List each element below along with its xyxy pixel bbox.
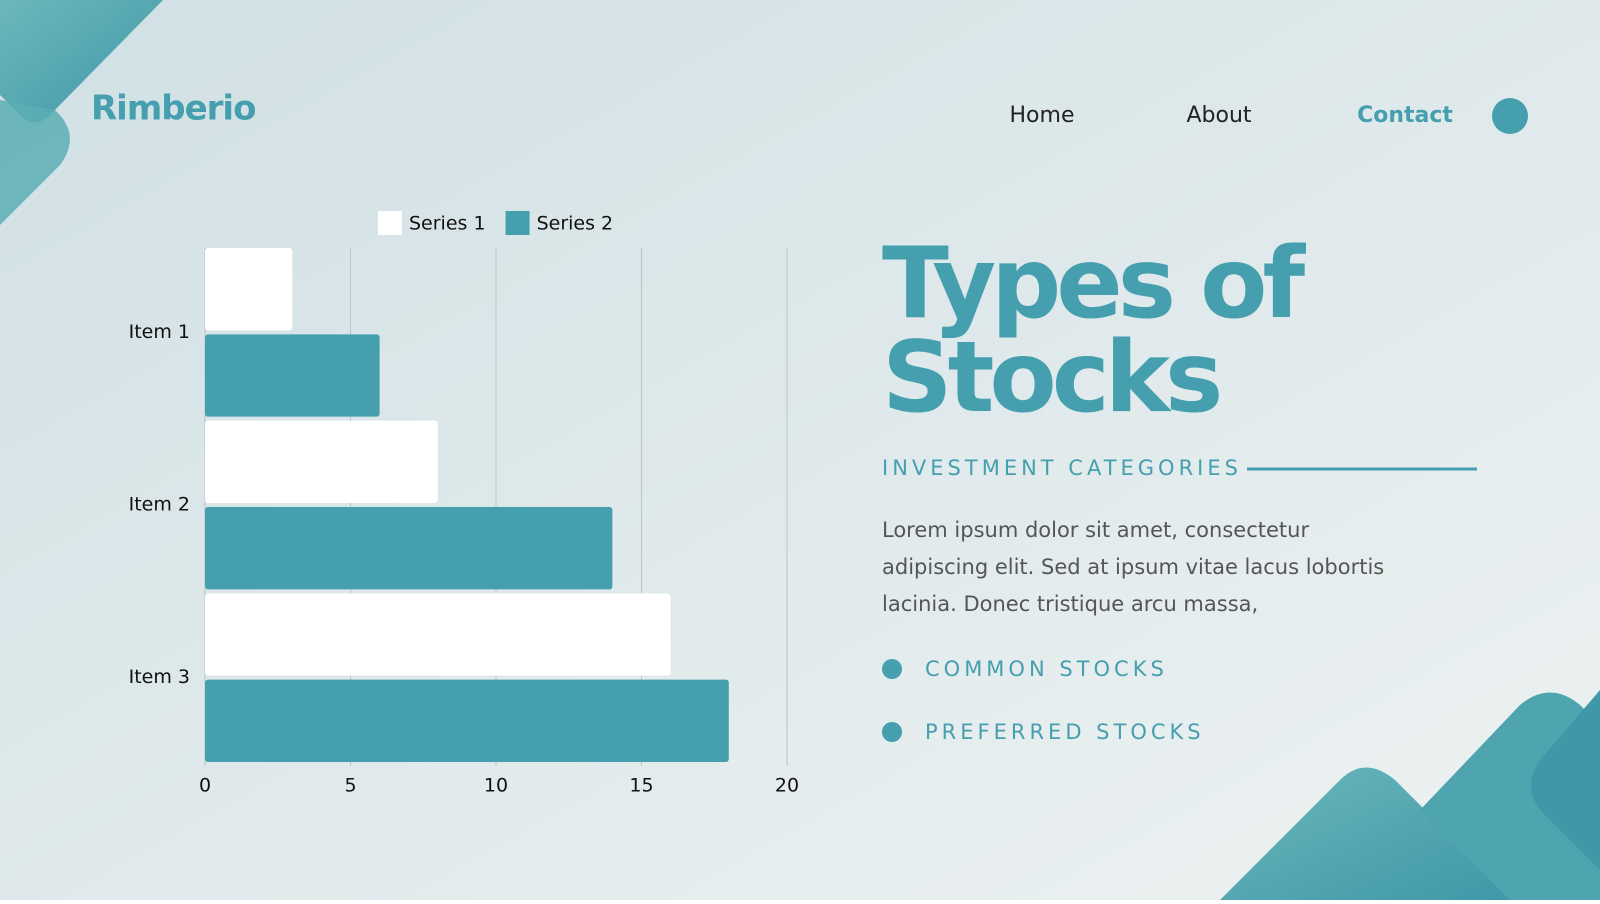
- corner-shape: [0, 100, 70, 225]
- x-tick-label: 5: [344, 775, 356, 797]
- x-tick-label: 0: [199, 775, 211, 797]
- corner-shape: [1531, 690, 1600, 870]
- brand[interactable]: Rimberio: [91, 89, 256, 129]
- bar: [205, 334, 380, 417]
- x-tick-label: 20: [775, 775, 799, 797]
- nav-link[interactable]: About: [1186, 103, 1251, 128]
- x-tick-label: 15: [629, 775, 653, 797]
- x-tick-label: 10: [484, 775, 508, 797]
- bullet-text: COMMON STOCKS: [925, 657, 1168, 681]
- legend-label: Series 1: [409, 213, 486, 235]
- nav-icon[interactable]: [1492, 98, 1528, 134]
- bullet-dot: [882, 722, 902, 742]
- legend-swatch: [378, 211, 402, 235]
- title: Types of: [882, 227, 1306, 341]
- corner-shape: [1220, 767, 1515, 900]
- chart: 0 5 10 15 20 Item 1 Item 2 Item 3 Series 1 Series…: [129, 211, 799, 797]
- nav-link[interactable]: Home: [1010, 103, 1075, 128]
- y-tick-label: Item 3: [129, 666, 190, 688]
- nav-link[interactable]: Contact: [1357, 103, 1453, 128]
- paragraph-line: adipiscing elit. Sed at ipsum vitae lacu…: [882, 555, 1384, 579]
- bar: [205, 507, 613, 590]
- y-tick-label: Item 2: [129, 494, 190, 516]
- legend-label: Series 2: [537, 213, 614, 235]
- y-tick-label: Item 1: [129, 321, 190, 343]
- bar: [205, 248, 293, 331]
- bar: [205, 679, 729, 762]
- title: Stocks: [882, 321, 1219, 435]
- bar: [205, 420, 438, 503]
- subtitle: INVESTMENT CATEGORIES: [882, 456, 1242, 480]
- legend-swatch: [505, 211, 530, 235]
- bullet-dot: [882, 659, 902, 679]
- bar: [205, 593, 671, 676]
- bullet-text: PREFERRED STOCKS: [925, 720, 1205, 744]
- paragraph-line: lacinia. Donec tristique arcu massa,: [882, 592, 1258, 616]
- corner-shape: [0, 0, 163, 123]
- paragraph-line: Lorem ipsum dolor sit amet, consectetur: [882, 518, 1309, 542]
